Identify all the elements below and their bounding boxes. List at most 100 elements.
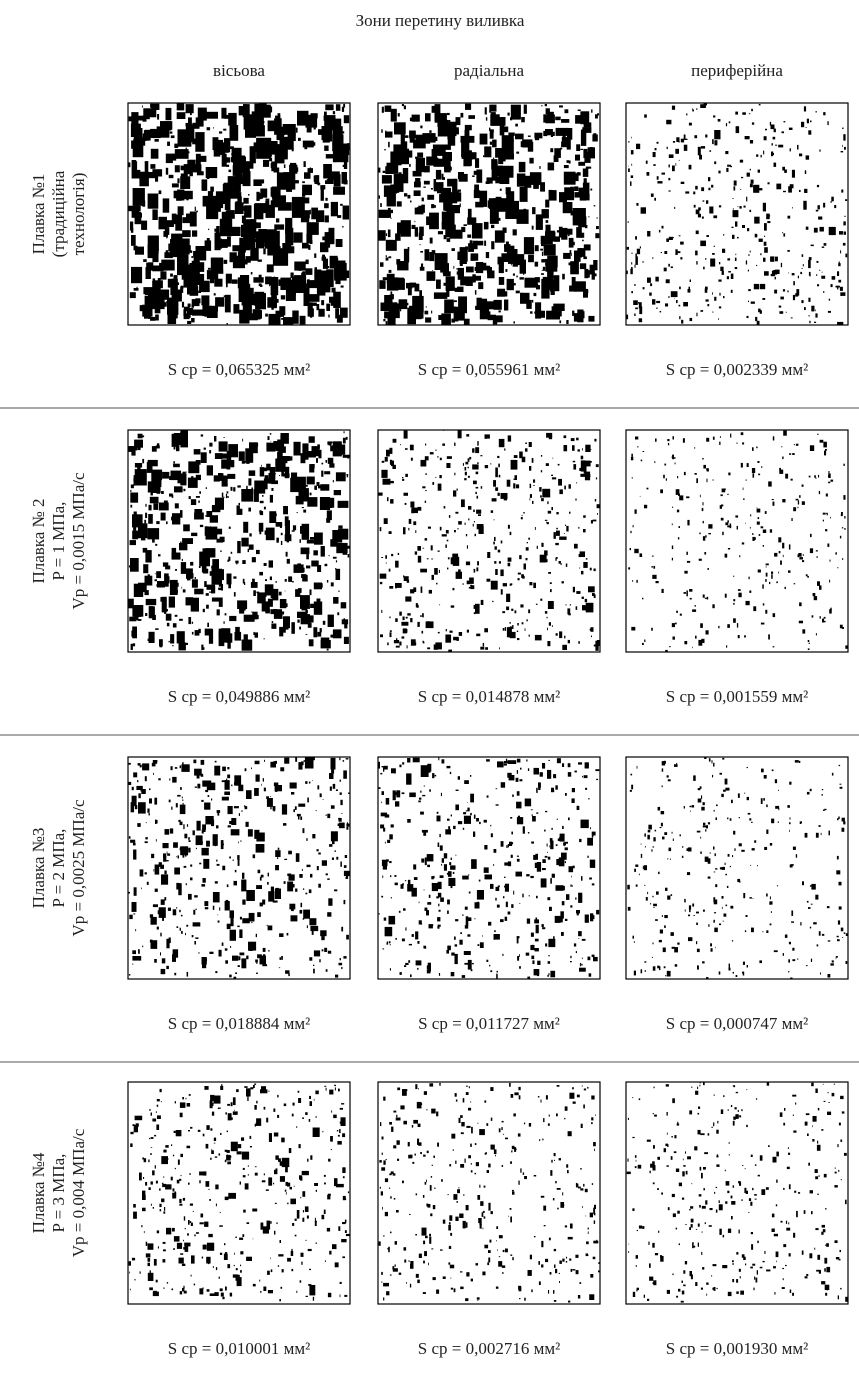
pore [476,567,478,571]
pore [498,257,502,265]
pore [805,170,806,174]
pore [188,848,190,853]
pore [520,768,522,770]
pore [162,1183,164,1184]
pore [791,921,794,922]
pore [668,779,671,781]
pore [192,632,194,635]
pore [150,497,159,504]
pore [744,793,745,794]
pore [336,1184,344,1187]
pore [507,480,511,487]
pore [156,571,161,578]
pore [800,922,801,925]
pore [741,432,744,435]
pore [595,499,596,502]
pore [722,271,724,275]
pore [291,907,294,911]
pore [540,599,542,601]
pore [178,820,180,822]
pore [831,480,834,482]
pore [521,297,526,303]
pore [470,813,472,815]
pore [738,589,741,591]
pore [227,767,229,769]
pore [573,587,575,593]
pore [697,965,699,969]
pore [222,212,229,220]
pore [515,610,517,613]
pore [728,473,730,476]
pore [338,501,349,508]
pore [653,837,655,841]
pore [670,859,671,860]
pore [677,943,679,945]
pore [325,104,333,110]
pore [417,968,418,970]
pore [493,119,495,122]
pore [513,891,514,895]
pore [154,869,155,871]
pore [559,105,563,107]
pore [183,589,186,592]
pore [693,915,695,916]
pore [710,943,712,946]
pore [820,973,821,975]
pore [575,1255,578,1258]
pore [476,487,479,489]
pore [662,837,665,840]
pore [486,252,489,258]
pore [459,1118,461,1123]
pore [649,293,652,296]
pore [782,131,785,133]
pore [747,316,749,318]
pore [653,164,655,166]
pore [214,1138,216,1141]
pore [254,788,259,796]
pore [340,958,341,960]
pore [288,576,292,582]
pore [801,300,803,303]
pore [520,779,523,781]
pore [535,277,540,282]
pore [550,589,552,592]
pore [475,290,477,295]
pore [160,1209,162,1211]
pore [494,519,495,520]
pore [143,548,148,553]
pore [737,879,740,882]
pore [736,126,740,133]
pore [842,145,843,147]
pore [240,1270,242,1273]
pore [262,179,265,183]
pore [314,950,320,956]
pore [325,564,328,566]
pore [190,865,192,867]
pore [569,866,574,872]
pore [547,256,558,268]
pore [668,178,670,180]
pore [534,768,540,775]
pore [486,1123,488,1126]
pore [173,1155,174,1157]
pore [828,974,831,978]
pore [466,916,469,926]
pore [576,227,582,238]
pore [303,510,306,513]
pore [828,482,830,484]
pore [229,216,231,220]
pore [151,471,161,488]
pore [592,861,593,862]
pore [542,924,544,927]
pore [714,912,716,913]
pore [782,543,784,549]
pore [175,149,189,159]
pore [243,1210,246,1213]
pore [206,167,218,178]
pore [806,965,808,966]
pore [344,871,350,876]
pore [307,477,315,485]
pore [487,1170,489,1173]
pore [421,264,423,268]
pore [286,552,288,557]
